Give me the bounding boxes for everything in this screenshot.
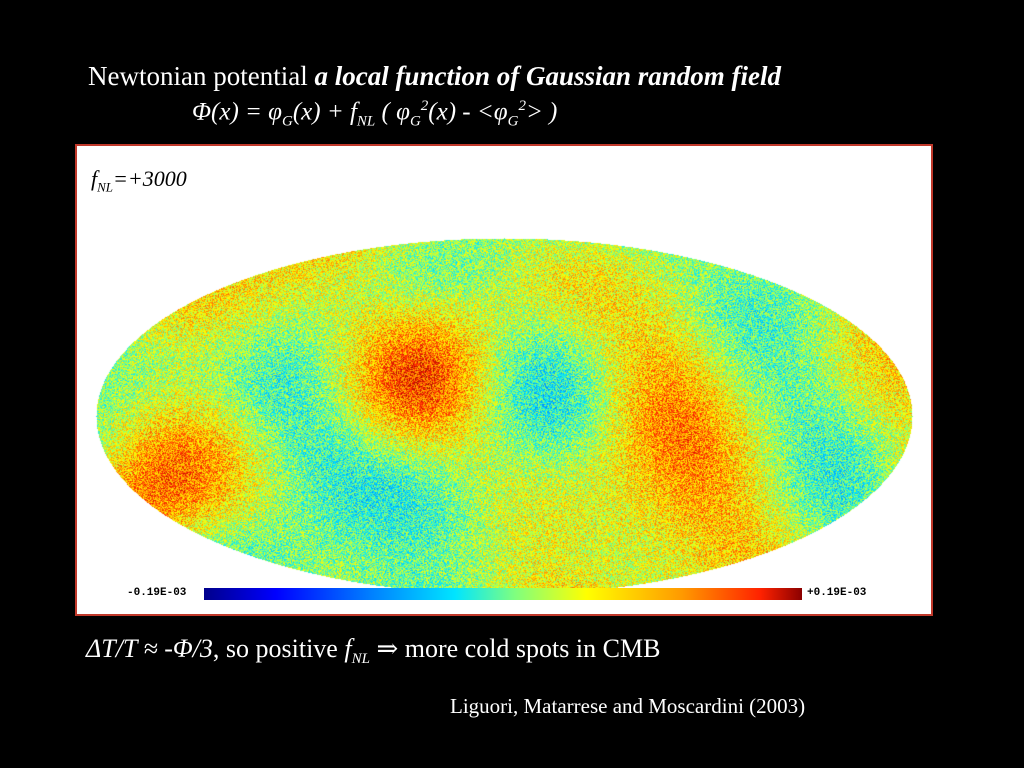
formula-open: ( — [375, 98, 397, 126]
statement-f: f — [344, 634, 352, 663]
potential-formula: Φ(x) = φG(x) + fNL ( φG2(x) - <φG2> ) — [192, 97, 557, 130]
cmb-mollweide-map — [77, 146, 931, 614]
colorbar — [204, 588, 802, 600]
formula-arg2: (x) + — [292, 98, 350, 126]
statement-approx: ≈ -Φ/3 — [143, 634, 213, 663]
fnl-label: fNL=+3000 — [91, 166, 187, 195]
citation: Liguori, Matarrese and Moscardini (2003) — [450, 694, 806, 718]
formula-f: f — [349, 98, 357, 126]
colorbar-min-label: -0.19E-03 — [127, 587, 187, 599]
statement-dt: ΔT/T — [86, 634, 144, 663]
statement-implies: ⇒ — [369, 634, 405, 663]
formula-arg3: (x) - < — [428, 98, 494, 126]
formula-sub-g: G — [282, 113, 293, 130]
formula-sub-nl: NL — [356, 113, 376, 130]
statement-tail: more cold spots in CMB — [404, 634, 661, 663]
title-emphasis-text: a local function of Gaussian random fiel… — [314, 61, 782, 91]
slide-title: Newtonian potential a local function of … — [88, 61, 782, 92]
statement-mid: , so positive — [212, 634, 345, 663]
statement-sub-nl: NL — [351, 651, 370, 668]
cmb-map-panel: fNL=+3000 -0.19E-03 +0.19E-03 — [75, 144, 933, 616]
conclusion-statement: ΔT/T ≈ -Φ/3, so positive fNL ⇒ more cold… — [86, 634, 660, 668]
formula-phi-g2: φ — [396, 98, 410, 126]
formula-phi-g: φ — [268, 98, 282, 126]
formula-sub-g2: G — [409, 113, 421, 130]
formula-sub-g3: G — [507, 113, 519, 130]
formula-lhs-arg: (x) = — [211, 98, 269, 126]
formula-sup-2: 2 — [420, 98, 429, 114]
fnl-f: f — [91, 166, 98, 191]
formula-sup-2b: 2 — [518, 98, 526, 114]
fnl-sub: NL — [97, 179, 114, 195]
formula-lhs-phi: Φ — [192, 98, 212, 126]
formula-close: > ) — [525, 98, 558, 126]
formula-phi-g3: φ — [493, 98, 508, 126]
title-plain-text: Newtonian potential — [88, 61, 315, 91]
fnl-value: =+3000 — [113, 166, 187, 191]
colorbar-max-label: +0.19E-03 — [807, 587, 867, 599]
